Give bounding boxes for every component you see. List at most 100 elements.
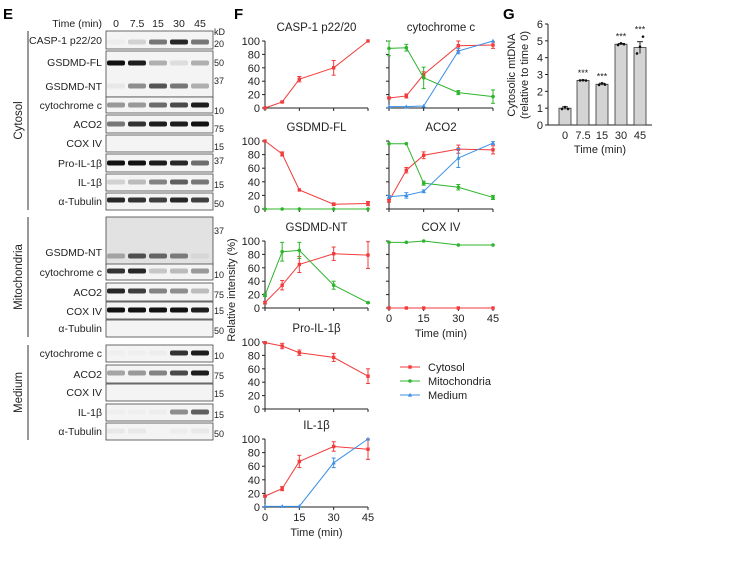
chart-aco2: ACO2 <box>386 122 496 212</box>
square-marker <box>404 306 409 310</box>
significance-label: *** <box>616 31 627 41</box>
blot-band <box>149 102 167 108</box>
y-tick-label: 40 <box>248 76 260 88</box>
series-line <box>264 342 369 377</box>
kd-marker: 50 <box>214 58 224 68</box>
data-point <box>600 81 604 85</box>
bar-group: 7.5 *** <box>575 68 590 142</box>
blot-band <box>191 83 209 89</box>
y-tick-label: 60 <box>248 263 260 275</box>
blot-label: GSDMD-NT <box>45 81 102 93</box>
blot-band <box>128 39 146 45</box>
blot-band <box>128 160 146 166</box>
blot-band <box>128 410 146 415</box>
y-tick-label: 2 <box>537 86 543 98</box>
circle-marker <box>280 249 284 254</box>
square-marker <box>456 43 461 48</box>
bar <box>558 107 572 126</box>
lane-label: 45 <box>194 18 206 30</box>
y-tick-label: 60 <box>248 364 260 376</box>
x-tick-label: 45 <box>362 512 374 524</box>
blot-band <box>170 179 188 185</box>
y-tick-label: 100 <box>242 36 260 48</box>
y-axis-label: Cytosolic mtDNA <box>506 33 518 117</box>
blot-band <box>107 428 125 434</box>
significance-label: *** <box>578 68 589 78</box>
blot-band <box>149 370 167 376</box>
blot-band <box>107 410 125 415</box>
blot-band <box>149 288 167 294</box>
group-label-cytosol: Cytosol <box>13 101 25 139</box>
chart-title: CASP-1 p22/20 <box>277 22 357 34</box>
triangle-marker <box>404 104 409 109</box>
series-cytosol <box>387 306 495 310</box>
blot-band <box>191 288 209 294</box>
y-tick-label: 4 <box>537 53 543 65</box>
lane-label: 15 <box>152 18 164 30</box>
series-cytosol <box>387 144 495 203</box>
blot-band <box>107 268 125 274</box>
y-tick-label: 6 <box>537 19 543 31</box>
square-marker <box>404 94 409 98</box>
kd-marker: 50 <box>214 429 224 439</box>
x-tick-label: 30 <box>328 512 340 524</box>
blot-panel <box>105 263 214 281</box>
series-mitochondria <box>387 40 495 104</box>
chart-title: GSDMD-FL <box>286 122 347 134</box>
blot-panel <box>105 403 214 422</box>
series-cytosol <box>263 39 370 110</box>
series-medium <box>262 436 371 508</box>
y-tick-label: 80 <box>248 350 260 362</box>
chart-title: ACO2 <box>425 122 456 134</box>
blot-label: COX IV <box>66 306 102 318</box>
legend-label: Cytosol <box>428 362 465 374</box>
y-tick-label: 40 <box>248 276 260 288</box>
y-tick-label: 0 <box>254 404 260 416</box>
circle-marker <box>297 248 302 253</box>
x-tick-label: 0 <box>562 130 568 142</box>
bar-group: 45 *** <box>633 25 647 142</box>
blot-band <box>128 288 146 294</box>
blot-band <box>128 83 146 89</box>
legend-label: Medium <box>428 390 467 402</box>
blot-band <box>107 253 125 259</box>
blot-panel <box>105 319 214 338</box>
blot-band <box>191 370 209 376</box>
series-line <box>389 240 493 246</box>
circle-marker <box>456 90 461 95</box>
blot-band <box>170 429 188 434</box>
bar <box>614 43 628 126</box>
data-point <box>560 107 564 111</box>
blot-band <box>149 253 167 259</box>
blot-band <box>191 253 209 259</box>
blot-band <box>107 197 125 203</box>
square-marker <box>491 306 495 310</box>
x-tick-label: 0 <box>262 512 268 524</box>
blot-panel <box>105 50 214 98</box>
bar-group: 15 *** <box>595 71 609 142</box>
kd-marker: 10 <box>214 106 224 116</box>
series-mitochondria <box>263 241 370 305</box>
y-tick-label: 40 <box>248 377 260 389</box>
data-point <box>578 79 582 82</box>
blot-band <box>149 39 167 45</box>
square-marker <box>297 188 302 192</box>
square-marker <box>280 100 284 104</box>
kd-marker: 50 <box>214 199 224 209</box>
square-marker <box>331 444 336 449</box>
significance-label: *** <box>635 25 646 35</box>
kd-marker: 15 <box>214 410 224 420</box>
square-marker <box>387 199 391 203</box>
series-line <box>264 249 369 304</box>
blot-label: GSDMD-FL <box>47 57 102 69</box>
x-tick-label: 45 <box>634 130 646 142</box>
blot-label: COX IV <box>66 387 102 399</box>
series-mitochondria <box>387 239 495 247</box>
data-point <box>597 83 601 87</box>
panel-f-letter: F <box>234 6 243 23</box>
blot-label: CASP-1 p22/20 <box>29 35 102 47</box>
y-tick-label: 100 <box>242 236 260 248</box>
data-point <box>622 42 626 46</box>
